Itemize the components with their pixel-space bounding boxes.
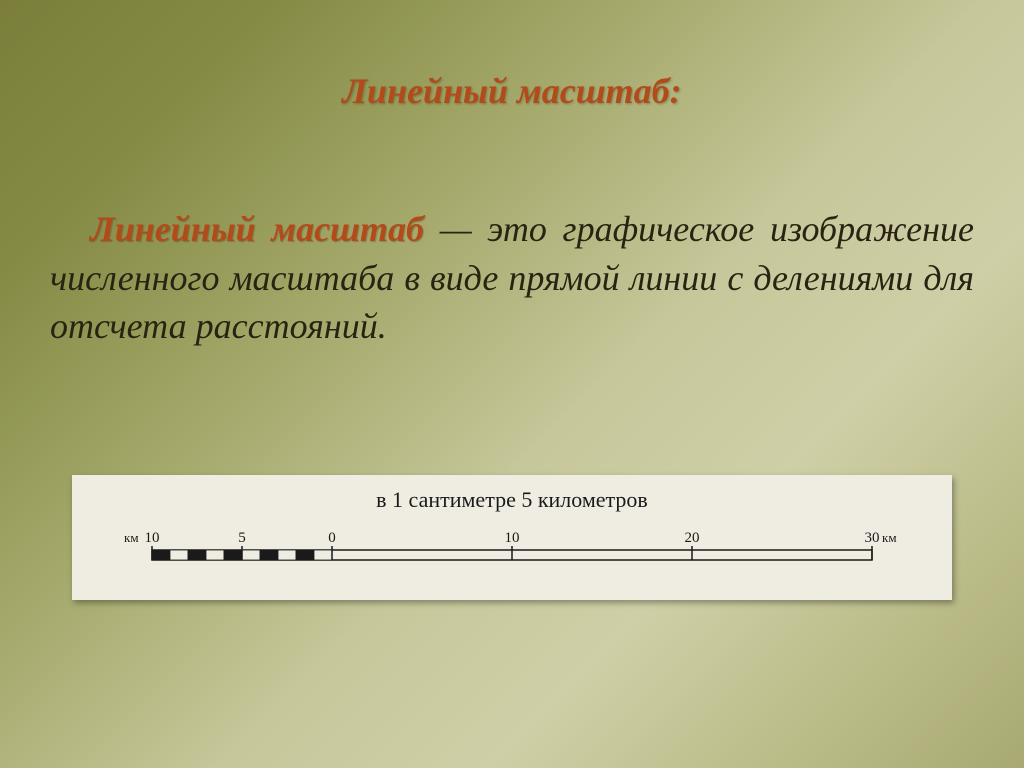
- definition-term: Линейный масштаб: [90, 209, 424, 249]
- definition-paragraph: Линейный масштаб — это графическое изобр…: [50, 205, 974, 351]
- linear-scale-figure: в 1 сантиметре 5 километров 1050102030км…: [72, 475, 952, 600]
- scale-bar-svg: 1050102030кмкм: [72, 520, 952, 590]
- svg-text:км: км: [882, 530, 897, 545]
- svg-text:10: 10: [145, 530, 160, 546]
- svg-text:5: 5: [238, 530, 246, 546]
- svg-text:км: км: [124, 530, 139, 545]
- svg-text:0: 0: [328, 530, 336, 546]
- svg-text:20: 20: [685, 530, 700, 546]
- svg-text:30: 30: [865, 530, 880, 546]
- slide: Линейный масштаб: Линейный масштаб — это…: [0, 0, 1024, 768]
- svg-text:10: 10: [505, 530, 520, 546]
- scale-caption: в 1 сантиметре 5 километров: [72, 487, 952, 513]
- slide-title: Линейный масштаб:: [0, 70, 1024, 112]
